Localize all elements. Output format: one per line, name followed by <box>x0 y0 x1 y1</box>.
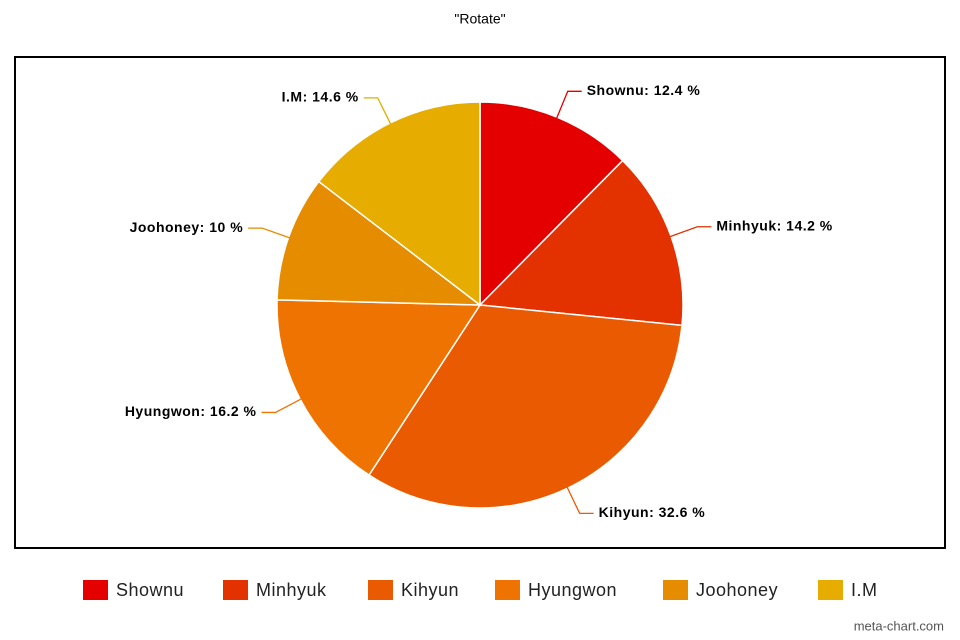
plot-frame <box>14 56 946 549</box>
data-label: Kihyun: 32.6 % <box>599 504 706 520</box>
legend-swatch <box>495 580 520 600</box>
legend-label: Joohoney <box>696 580 778 600</box>
data-label: Minhyuk: 14.2 % <box>716 217 832 233</box>
leader-line <box>363 97 393 127</box>
leader-line <box>554 90 582 122</box>
data-label: Hyungwon: 16.2 % <box>125 403 257 419</box>
legend-label: Shownu <box>116 580 184 600</box>
legend-label: Minhyuk <box>256 580 327 600</box>
legend-label: Kihyun <box>401 580 459 600</box>
legend-label: I.M <box>851 580 878 600</box>
legend-swatch <box>223 580 248 600</box>
watermark: meta-chart.com <box>854 618 944 633</box>
legend-swatch <box>663 580 688 600</box>
leader-line <box>261 396 305 414</box>
leader-line <box>565 484 594 515</box>
leader-line <box>667 226 712 239</box>
data-label: Shownu: 12.4 % <box>587 82 701 98</box>
leader-line <box>248 227 293 240</box>
data-label: I.M: 14.6 % <box>282 89 359 105</box>
legend-swatch <box>368 580 393 600</box>
legend-label: Hyungwon <box>528 580 617 600</box>
legend-swatch <box>83 580 108 600</box>
data-label: Joohoney: 10 % <box>130 219 244 235</box>
chart-title: "Rotate" <box>454 11 505 27</box>
legend-swatch <box>818 580 843 600</box>
